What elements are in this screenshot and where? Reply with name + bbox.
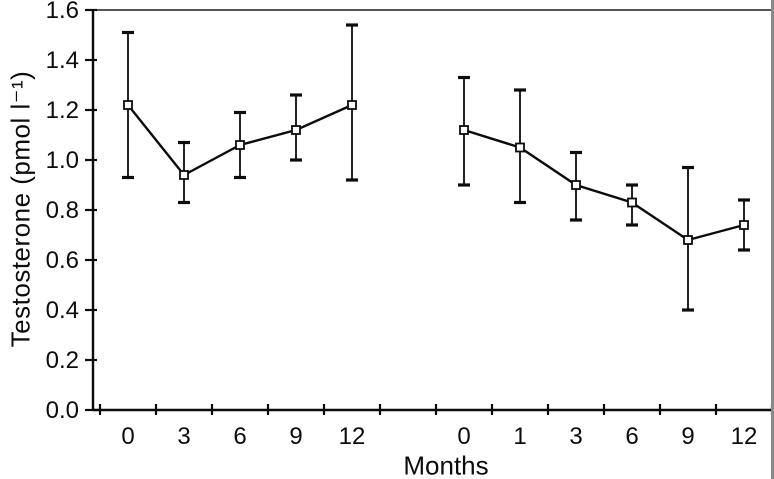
data-point-marker — [683, 235, 693, 245]
y-tick-label: 1.0 — [46, 147, 79, 174]
data-point-marker — [571, 180, 581, 190]
data-point-marker — [179, 170, 189, 180]
data-point-marker — [627, 197, 637, 208]
x-tick-label: 0 — [121, 423, 134, 450]
data-point-marker — [739, 220, 749, 230]
data-point-marker — [347, 100, 357, 110]
x-tick-label: 6 — [625, 423, 638, 450]
data-point-marker — [515, 142, 525, 153]
data-point-marker — [459, 125, 469, 135]
data-point-marker — [123, 100, 133, 110]
x-tick-label: 6 — [233, 423, 246, 450]
y-tick-label: 0.6 — [46, 247, 79, 274]
y-axis-ticks: 0.0 0.2 0.4 0.6 0.8 1.0 1.2 1.4 1.6 — [46, 0, 97, 424]
scan-edge-artifact — [771, 0, 774, 479]
x-tick-label: 1 — [513, 423, 526, 450]
x-tick-label: 9 — [289, 423, 302, 450]
series-2-line — [463, 128, 745, 242]
y-tick-label: 1.2 — [46, 97, 79, 124]
x-tick-label: 12 — [339, 423, 366, 450]
x-tick-label: 3 — [177, 423, 190, 450]
y-tick-label: 0.4 — [46, 297, 79, 324]
y-tick-label: 0.0 — [46, 397, 79, 424]
plot-frame — [92, 9, 773, 411]
y-tick-label: 0.8 — [46, 197, 79, 224]
y-tick-label: 0.2 — [46, 347, 79, 374]
x-tick-label: 3 — [569, 423, 582, 450]
x-tick-label: 0 — [457, 423, 470, 450]
data-point-marker — [291, 125, 301, 135]
series-2: 0 1 3 6 9 12 — [457, 75, 758, 450]
x-tick-label: 12 — [731, 423, 758, 450]
y-tick-label: 1.4 — [46, 47, 79, 74]
x-axis-title: Months — [403, 450, 489, 479]
data-point-marker — [235, 140, 245, 150]
x-axis-ticks — [98, 404, 774, 415]
series-1: 0 3 6 9 12 — [121, 23, 366, 450]
x-tick-label: 9 — [681, 423, 694, 450]
y-tick-label: 1.6 — [46, 0, 79, 24]
